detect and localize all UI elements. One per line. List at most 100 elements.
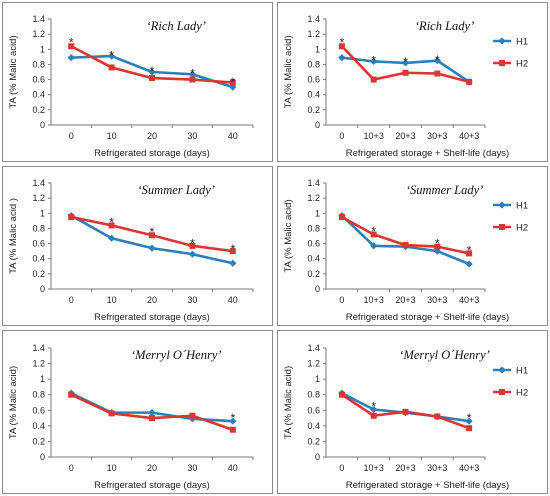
line-chart: 0 0.2 0.4 0.6 0.8 1 1.2 1.4 0 10+3 20+3 30+3 40+3 TA … <box>283 14 528 159</box>
chart-title: ‘Summer Lady’ <box>138 183 215 197</box>
data-point-h1 <box>433 247 441 255</box>
y-tick-label: 1 <box>40 208 45 218</box>
data-point-h1 <box>108 234 116 242</box>
y-tick-label: 0.6 <box>32 405 45 415</box>
data-point-h2 <box>370 76 377 83</box>
x-tick-label: 10 <box>107 463 117 473</box>
y-axis-label: TA (% Malic acid) <box>8 35 19 108</box>
x-tick-label: 10+3 <box>364 295 384 305</box>
legend-label: H2 <box>516 388 528 399</box>
x-tick-label: 10+3 <box>364 463 384 473</box>
chart-title: ‘Merryl O´Henry’ <box>399 348 490 362</box>
y-tick-label: 0 <box>315 284 320 294</box>
y-tick-label: 0.6 <box>32 239 45 249</box>
data-point-h1 <box>465 260 473 268</box>
series-line-h1 <box>341 214 470 266</box>
line-chart: 0 0.2 0.4 0.6 0.8 1 1.2 1.4 0 10 20 30 40 TA (% Malic… <box>8 343 254 491</box>
y-tick-label: 1.4 <box>32 343 45 353</box>
data-point-h1 <box>148 244 156 252</box>
y-tick-label: 0.2 <box>32 105 45 115</box>
y-tick-label: 0.2 <box>307 269 320 279</box>
x-tick-label: 30+3 <box>427 131 447 141</box>
x-axis-label: Refrigerated storage + Shelf-life (days) <box>346 480 509 491</box>
chart-title: ‘Rich Lady’ <box>147 19 206 33</box>
x-tick-label: 0 <box>339 463 344 473</box>
x-tick-label: 40 <box>228 295 238 305</box>
y-axis-label: TA (% Malic acid) <box>283 366 294 439</box>
data-point-h2 <box>189 412 196 419</box>
significance-marker: * <box>230 75 235 89</box>
x-axis-label: Refrigerated storage (days) <box>94 480 210 491</box>
significance-marker: * <box>150 225 155 239</box>
x-tick-label: 30 <box>187 131 197 141</box>
y-tick-label: 1 <box>40 44 45 54</box>
chart-panel-summer-lady-shelf-life: 0 0.2 0.4 0.6 0.8 1 1.2 1.4 0 10+3 20+3 30+3 40+3 TA … <box>277 166 548 326</box>
x-axis-label: Refrigerated storage + Shelf-life (days) <box>346 312 509 323</box>
y-tick-label: 1.2 <box>32 359 45 369</box>
y-tick-label: 1.4 <box>307 178 320 188</box>
data-point-h1 <box>188 70 196 78</box>
y-axis-label: TA (% Malic acid) <box>283 199 294 272</box>
legend-label: H1 <box>516 201 528 212</box>
legend-label: H1 <box>516 37 528 48</box>
y-tick-label: 0.2 <box>32 269 45 279</box>
data-point-h1 <box>433 57 441 65</box>
x-tick-label: 10 <box>107 295 117 305</box>
chart-title: ‘Rich Lady’ <box>415 19 474 33</box>
y-tick-label: 0 <box>315 452 320 462</box>
line-chart: 0 0.2 0.4 0.6 0.8 1 1.2 1.4 0 10+3 20+3 30+3 40+3 TA … <box>283 343 528 491</box>
significance-marker: * <box>109 215 114 229</box>
data-point-h2 <box>108 410 115 417</box>
data-point-h2 <box>402 242 409 249</box>
y-tick-label: 0.6 <box>307 405 320 415</box>
significance-marker: * <box>230 242 235 256</box>
data-point-h2 <box>149 415 155 422</box>
data-point-h2 <box>68 43 75 50</box>
data-point-h2 <box>370 231 377 238</box>
significance-marker: * <box>109 48 114 62</box>
chart-panel-rich-lady-storage: 0 0.2 0.4 0.6 0.8 1 1.2 1.4 0 10 20 30 40 TA (% Malic… <box>2 2 273 162</box>
data-point-h2 <box>149 232 155 239</box>
y-axis-label: TA (% Malic acid) <box>8 366 19 439</box>
y-tick-label: 1.4 <box>307 343 320 353</box>
x-tick-label: 40+3 <box>459 463 479 473</box>
data-point-h2 <box>338 43 345 50</box>
data-point-h2 <box>402 408 409 415</box>
x-tick-label: 30 <box>187 463 197 473</box>
y-tick-label: 1.4 <box>307 14 320 24</box>
x-tick-label: 30+3 <box>427 295 447 305</box>
legend-marker-h2 <box>499 224 505 230</box>
y-tick-label: 0 <box>315 120 320 130</box>
data-point-h1 <box>108 52 116 60</box>
y-tick-label: 1.4 <box>32 14 45 24</box>
y-tick-label: 0.4 <box>307 254 320 264</box>
data-point-h2 <box>229 248 236 255</box>
line-chart: 0 0.2 0.4 0.6 0.8 1 1.2 1.4 0 10 20 30 40 TA (% Malic… <box>8 14 254 159</box>
data-point-h2 <box>108 64 115 71</box>
x-tick-label: 40+3 <box>459 295 479 305</box>
x-tick-label: 10 <box>107 131 117 141</box>
data-point-h2 <box>338 214 345 221</box>
line-chart: 0 0.2 0.4 0.6 0.8 1 1.2 1.4 0 10 20 30 40 TA (% Malic… <box>8 178 254 323</box>
data-point-h2 <box>229 426 236 433</box>
y-tick-label: 0.2 <box>307 436 320 446</box>
data-point-h2 <box>229 79 236 86</box>
data-point-h2 <box>466 78 473 85</box>
significance-marker: * <box>340 35 345 49</box>
data-point-h1 <box>229 259 237 267</box>
significance-marker: * <box>435 237 440 251</box>
data-point-h2 <box>68 214 75 221</box>
significance-marker: * <box>371 54 376 68</box>
significance-marker: * <box>190 66 195 80</box>
significance-marker: * <box>371 399 376 413</box>
significance-marker: * <box>190 237 195 251</box>
significance-marker: * <box>403 55 408 69</box>
y-tick-label: 0.8 <box>307 59 320 69</box>
legend-label: H2 <box>516 59 528 70</box>
y-tick-label: 0.6 <box>307 239 320 249</box>
x-tick-label: 20+3 <box>395 463 415 473</box>
data-point-h1 <box>188 250 196 258</box>
data-point-h1 <box>67 54 75 62</box>
chart-panel-merryl-ohenry-shelf-life: 0 0.2 0.4 0.6 0.8 1 1.2 1.4 0 10+3 20+3 30+3 40+3 TA … <box>277 330 548 494</box>
